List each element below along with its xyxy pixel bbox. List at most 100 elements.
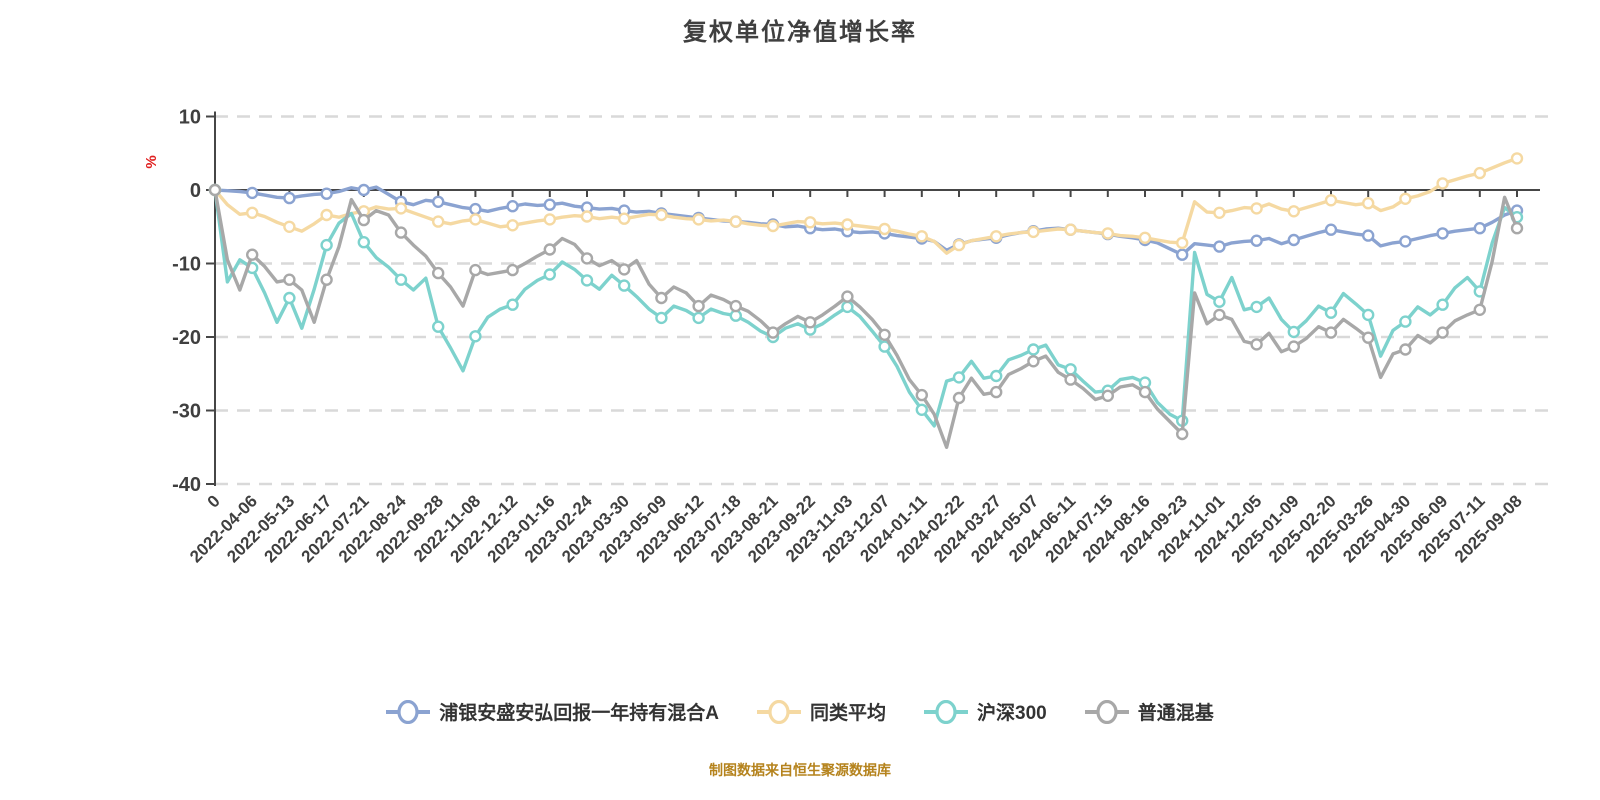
series-marker-2 (1250, 300, 1263, 314)
legend-item-3[interactable]: 普通混基 (1084, 698, 1214, 725)
series-marker-2 (1064, 363, 1077, 376)
series-marker-2 (469, 330, 482, 343)
series-marker-3 (432, 266, 445, 280)
series-line-1[interactable] (213, 156, 1519, 255)
series-marker-2 (952, 371, 966, 384)
series-marker-3 (1361, 331, 1375, 344)
series-marker-3 (1064, 373, 1077, 386)
series-marker-3 (1287, 340, 1301, 353)
series-marker-3 (1175, 427, 1189, 441)
series-marker-0 (543, 198, 556, 211)
series-line-3[interactable] (213, 188, 1519, 449)
series-marker-1 (432, 215, 445, 228)
series-marker-0 (1175, 248, 1189, 261)
series-marker-3 (357, 213, 370, 227)
legend-item-1[interactable]: 同类平均 (757, 698, 886, 725)
series-marker-0 (469, 202, 482, 216)
series-marker-1 (1436, 177, 1449, 190)
series-marker-0 (320, 187, 333, 200)
series-marker-1 (1324, 194, 1338, 207)
series-marker-3 (543, 243, 556, 256)
y-axis-label: 0 (190, 180, 201, 202)
series-marker-2 (990, 369, 1003, 383)
series-marker-1 (655, 208, 668, 222)
series-marker-3 (952, 391, 966, 405)
legend-line-marker-icon (1084, 699, 1129, 724)
series-marker-1 (1473, 166, 1487, 180)
series-marker-1 (878, 222, 891, 236)
series-marker-1 (1064, 223, 1077, 236)
legend-label: 同类平均 (810, 703, 887, 724)
series-marker-3 (1101, 389, 1115, 402)
series-marker-3 (283, 273, 296, 286)
series-marker-1 (1138, 231, 1152, 245)
series-marker-2 (655, 311, 668, 325)
y-axis-label: -10 (172, 254, 201, 276)
y-axis-label: -40 (172, 474, 201, 496)
series-marker-0 (1250, 234, 1263, 247)
series-marker-3 (394, 226, 408, 239)
series-marker-1 (543, 213, 556, 226)
series-marker-3 (320, 273, 333, 286)
legend-item-2[interactable]: 沪深300 (924, 698, 1047, 725)
series-marker-2 (357, 235, 370, 249)
series-marker-1 (394, 202, 408, 215)
series-marker-1 (841, 218, 854, 231)
chart-title: 复权单位净值增长率 (683, 19, 917, 46)
series-marker-3 (506, 263, 519, 277)
series-marker-0 (1324, 223, 1338, 236)
series-marker-2 (1027, 343, 1040, 356)
legend-line-marker-icon (924, 699, 969, 724)
series-marker-2 (1324, 306, 1338, 319)
series-marker-2 (1399, 315, 1412, 328)
series-marker-3 (208, 183, 222, 197)
y-axis-label: -30 (172, 401, 201, 423)
series-marker-0 (1213, 240, 1226, 253)
series-marker-1 (1213, 206, 1226, 220)
y-axis-label: 10 (179, 107, 201, 129)
series-marker-1 (469, 213, 482, 226)
series-marker-2 (915, 403, 928, 416)
legend-line-marker-icon (757, 699, 801, 724)
series-marker-2 (618, 279, 631, 292)
series-marker-1 (1027, 225, 1040, 239)
series-marker-1 (283, 220, 296, 234)
series-line-2[interactable] (213, 188, 1519, 428)
series-marker-1 (1399, 192, 1412, 206)
series-marker-1 (692, 213, 705, 226)
series-marker-1 (1510, 152, 1524, 165)
chart-footer: 制图数据来自恒生聚源数据库 (709, 762, 891, 778)
series-marker-1 (915, 230, 928, 243)
series-marker-0 (357, 183, 370, 197)
legend-item-0[interactable]: 浦银安盛安弘回报一年持有混合A (386, 698, 719, 725)
series-marker-2 (543, 268, 556, 281)
series-marker-2 (1361, 308, 1375, 322)
series-marker-2 (506, 298, 519, 311)
series-marker-1 (1250, 202, 1263, 215)
series-marker-2 (1213, 295, 1226, 308)
series-marker-1 (506, 219, 519, 232)
legend-line-marker-icon (386, 699, 431, 724)
series-marker-2 (320, 238, 333, 252)
series-marker-2 (1287, 325, 1301, 339)
series-marker-0 (1287, 233, 1301, 247)
y-axis-label: -20 (172, 327, 201, 349)
series-marker-3 (1510, 221, 1524, 235)
series-marker-2 (878, 340, 891, 353)
series-marker-0 (1436, 227, 1449, 240)
legend-label: 浦银安盛安弘回报一年持有混合A (439, 703, 719, 724)
series-marker-3 (1399, 343, 1412, 356)
series-marker-1 (766, 219, 780, 233)
x-axis-label: 0 (204, 491, 224, 511)
series-marker-3 (1213, 308, 1226, 322)
series-marker-1 (580, 210, 594, 223)
series-line-0[interactable] (213, 185, 1519, 257)
series-marker-1 (618, 212, 631, 225)
series-marker-1 (729, 215, 742, 228)
series-marker-1 (1287, 205, 1301, 218)
series-marker-3 (1473, 303, 1487, 316)
series-marker-3 (245, 248, 259, 261)
series-marker-2 (692, 311, 705, 325)
series-marker-3 (990, 385, 1003, 399)
